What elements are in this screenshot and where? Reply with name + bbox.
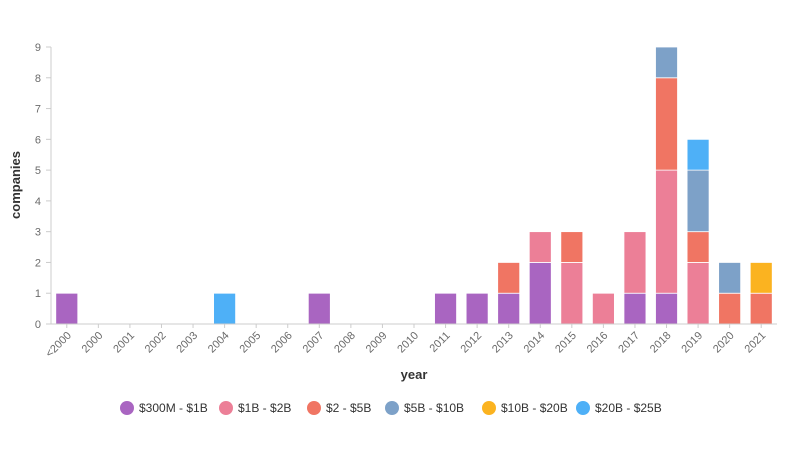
x-tick-label: 2008 bbox=[332, 330, 358, 356]
legend[interactable]: $300M - $1B $1B - $2B $2 - $5B $5B - $10B $1… bbox=[120, 401, 662, 415]
x-tick-label: 2006 bbox=[269, 330, 295, 356]
x-tick-label: 2000 bbox=[80, 330, 106, 356]
bar-segment[interactable] bbox=[623, 292, 647, 325]
bar-segment[interactable] bbox=[497, 262, 521, 294]
x-tick-label: 2001 bbox=[111, 330, 137, 356]
x-tick-label: 2003 bbox=[174, 330, 200, 356]
y-tick-label: 1 bbox=[35, 288, 41, 300]
y-tick-label: 4 bbox=[35, 196, 41, 208]
y-tick-label: 9 bbox=[35, 42, 41, 54]
legend-swatch bbox=[120, 401, 134, 415]
bar-segment[interactable] bbox=[686, 169, 710, 233]
bar-segment[interactable] bbox=[560, 231, 584, 263]
bar-segment[interactable] bbox=[591, 292, 615, 325]
bar-segment[interactable] bbox=[686, 262, 710, 325]
bar-segment[interactable] bbox=[686, 138, 710, 171]
bar-segment[interactable] bbox=[655, 292, 678, 325]
x-tick-label: 2013 bbox=[490, 330, 516, 356]
x-tick-label: 2019 bbox=[679, 330, 705, 356]
bar-segment[interactable] bbox=[655, 77, 678, 171]
x-tick-label: 2010 bbox=[395, 330, 421, 356]
x-tick-label: 2018 bbox=[648, 330, 674, 356]
legend-item[interactable]: $5B - $10B bbox=[385, 401, 464, 415]
bar-segment[interactable] bbox=[560, 262, 584, 325]
bar-segment[interactable] bbox=[718, 262, 742, 294]
bar-segment[interactable] bbox=[718, 292, 742, 325]
y-tick-label: 7 bbox=[35, 104, 41, 116]
y-axis-title: companies bbox=[8, 151, 23, 219]
bars bbox=[55, 46, 773, 325]
bar-segment[interactable] bbox=[623, 231, 647, 294]
bar-segment[interactable] bbox=[497, 292, 521, 325]
legend-item[interactable]: $20B - $25B bbox=[576, 401, 662, 415]
legend-swatch bbox=[219, 401, 233, 415]
legend-label: $10B - $20B bbox=[501, 401, 568, 415]
x-tick-label: 2002 bbox=[143, 330, 169, 356]
bar-segment[interactable] bbox=[55, 292, 79, 325]
y-tick-label: 2 bbox=[35, 257, 41, 269]
bar-segment[interactable] bbox=[434, 292, 457, 325]
legend-swatch bbox=[307, 401, 321, 415]
x-tick-label: 2011 bbox=[427, 330, 452, 355]
legend-swatch bbox=[576, 401, 590, 415]
legend-item[interactable]: $2 - $5B bbox=[307, 401, 371, 415]
x-tick-label: 2012 bbox=[458, 330, 484, 356]
x-tick-label: 2021 bbox=[743, 330, 769, 356]
legend-label: $2 - $5B bbox=[326, 401, 371, 415]
y-tick-label: 0 bbox=[35, 319, 41, 331]
bar-segment[interactable] bbox=[655, 169, 678, 294]
legend-swatch bbox=[385, 401, 399, 415]
x-tick-label: <2000 bbox=[44, 330, 74, 360]
y-axis-ticks: 0 1 2 3 4 5 6 7 8 9 bbox=[35, 42, 51, 331]
bar-segment[interactable] bbox=[528, 262, 552, 325]
bar-segment[interactable] bbox=[655, 46, 678, 79]
x-tick-label: 2009 bbox=[364, 330, 390, 356]
legend-label: $20B - $25B bbox=[595, 401, 662, 415]
x-axis-ticks: <2000 2000 2001 2002 2003 2004 2005 2006 2007 200… bbox=[44, 324, 769, 360]
legend-item[interactable]: $10B - $20B bbox=[482, 401, 568, 415]
x-tick-label: 2004 bbox=[206, 330, 232, 356]
legend-label: $5B - $10B bbox=[404, 401, 464, 415]
legend-label: $300M - $1B bbox=[139, 401, 208, 415]
y-tick-label: 6 bbox=[35, 134, 41, 146]
y-tick-label: 8 bbox=[35, 73, 41, 85]
bar-segment[interactable] bbox=[686, 231, 710, 263]
bar-segment[interactable] bbox=[213, 292, 237, 325]
legend-item[interactable]: $1B - $2B bbox=[219, 401, 291, 415]
legend-label: $1B - $2B bbox=[238, 401, 291, 415]
x-tick-label: 2015 bbox=[553, 330, 579, 356]
x-tick-label: 2017 bbox=[616, 330, 642, 356]
bar-segment[interactable] bbox=[749, 262, 773, 294]
x-tick-label: 2005 bbox=[237, 330, 263, 356]
bar-segment[interactable] bbox=[749, 292, 773, 325]
y-tick-label: 5 bbox=[35, 165, 41, 177]
legend-item[interactable]: $300M - $1B bbox=[120, 401, 208, 415]
legend-swatch bbox=[482, 401, 496, 415]
bar-segment[interactable] bbox=[307, 292, 331, 325]
x-axis-title: year bbox=[401, 367, 428, 382]
x-tick-label: 2020 bbox=[711, 330, 737, 356]
y-tick-label: 3 bbox=[35, 227, 41, 239]
bar-segment[interactable] bbox=[528, 231, 552, 263]
x-tick-label: 2016 bbox=[585, 330, 611, 356]
x-tick-label: 2014 bbox=[522, 330, 548, 356]
x-tick-label: 2007 bbox=[301, 330, 327, 356]
bar-segment[interactable] bbox=[465, 292, 489, 325]
